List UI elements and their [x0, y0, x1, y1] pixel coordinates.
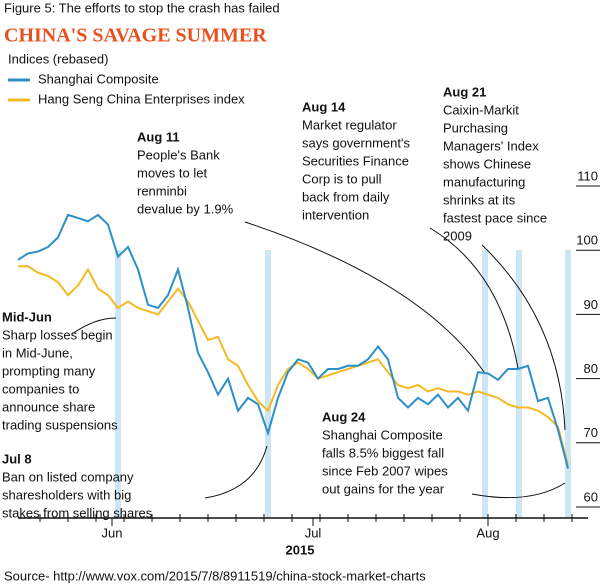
- y-tick-label: 110: [577, 168, 598, 183]
- annotation-text: says government's: [302, 135, 410, 150]
- legend-label: Shanghai Composite: [38, 71, 159, 86]
- highlight-band: [265, 250, 271, 518]
- y-tick-label: 100: [576, 233, 598, 248]
- arrows: [71, 221, 566, 499]
- annotation-text: fastest pace since: [443, 210, 547, 225]
- annotation-title: Mid-Jun: [2, 309, 52, 324]
- arrow: [481, 244, 566, 431]
- legend-label: Hang Seng China Enterprises index: [38, 91, 245, 106]
- annotation-text: back from daily: [302, 189, 390, 204]
- annotation-text: Corp is to pull: [302, 171, 382, 186]
- x-tick-label: Jul: [305, 525, 322, 540]
- source: Source- http://www.vox.com/2015/7/8/8911…: [4, 568, 426, 583]
- figure-title: Figure 5: The efforts to stop the crash …: [4, 0, 280, 15]
- annotation-text: falls 8.5% biggest fall: [322, 445, 444, 460]
- chart-title: CHINA'S SAVAGE SUMMER: [4, 25, 267, 47]
- y-tick-label: 70: [584, 425, 598, 440]
- annotation-text: shows Chinese: [443, 156, 531, 171]
- annotation-title: Aug 11: [137, 129, 180, 144]
- annotation-text: Managers' Index: [443, 138, 539, 153]
- highlight-band: [115, 250, 121, 518]
- annotation-text: stakes from selling shares: [2, 505, 153, 520]
- arrow: [71, 317, 117, 335]
- bands: [115, 250, 571, 518]
- y-tick-label: 80: [584, 361, 598, 376]
- annotation-text: intervention: [302, 207, 369, 222]
- annotation-text: in Mid-June,: [2, 345, 73, 360]
- annotation-text: announce share: [2, 399, 95, 414]
- arrow: [471, 482, 566, 499]
- annotation-text: Caixin-Markit: [443, 102, 519, 117]
- annotation-title: Aug 24: [322, 409, 366, 424]
- arrow: [244, 221, 485, 373]
- annotation-text: Sharp losses begin: [2, 327, 113, 342]
- x-tick-label: Jun: [102, 525, 123, 540]
- subtitle: Indices (rebased): [8, 51, 108, 66]
- annotation-text: manufacturing: [443, 174, 525, 189]
- annotation-title: Aug 14: [302, 99, 346, 114]
- arrow: [429, 227, 519, 369]
- annotation-title: Jul 8: [2, 451, 32, 466]
- annotation-text: Purchasing: [443, 120, 508, 135]
- x-axis-label: 2015: [286, 542, 315, 557]
- arrow: [204, 445, 268, 499]
- annotation-text: moves to let: [137, 165, 207, 180]
- y-tick-label: 90: [584, 297, 598, 312]
- y-tick-label: 60: [584, 489, 598, 504]
- annotation-text: companies to: [2, 381, 79, 396]
- annotation-text: out gains for the year: [322, 481, 445, 496]
- annotation-text: People's Bank: [137, 147, 220, 162]
- annotation-text: trading suspensions: [2, 417, 118, 432]
- highlight-band: [565, 250, 571, 518]
- annotation-text: shrinks at its: [443, 192, 516, 207]
- highlight-band: [482, 250, 488, 518]
- annotation-text: Ban on listed company: [2, 469, 134, 484]
- annotation-text: Market regulator: [302, 117, 397, 132]
- x-tick-label: Aug: [476, 525, 499, 540]
- series-line: [17, 213, 569, 469]
- annotation-text: 2009: [443, 228, 472, 243]
- annotation-title: Aug 21: [443, 84, 486, 99]
- annotation-text: prompting many: [2, 363, 96, 378]
- annotation-text: sharesholders with big: [2, 487, 131, 502]
- annotation-text: renminbi: [137, 183, 187, 198]
- highlight-band: [516, 250, 522, 518]
- annotation-text: devalue by 1.9%: [137, 201, 234, 216]
- annotation-text: Securities Finance: [302, 153, 409, 168]
- annotation-text: since Feb 2007 wipes: [322, 463, 448, 478]
- annotation-text: Shanghai Composite: [322, 427, 443, 442]
